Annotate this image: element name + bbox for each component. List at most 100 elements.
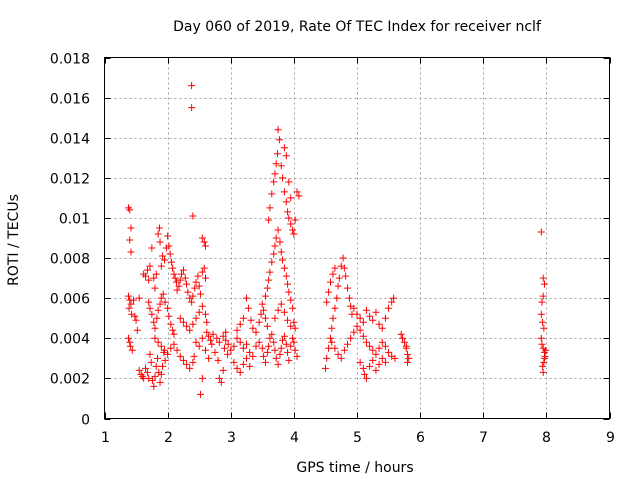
data-point [170,340,178,348]
data-point [156,300,164,308]
data-point [198,302,206,310]
data-point [183,322,191,330]
data-point [202,242,209,250]
data-point [191,284,199,292]
data-point [280,188,288,196]
data-point [290,230,298,238]
data-point [400,338,408,346]
data-point [146,350,154,358]
data-point [181,274,189,282]
data-point [239,360,247,368]
data-point [271,242,279,250]
data-point [539,274,547,282]
data-point [366,342,374,350]
data-point [328,338,336,346]
data-point [540,354,548,362]
data-point [372,350,380,358]
data-point [385,304,393,312]
data-point [230,342,238,350]
data-point [261,314,269,322]
data-point [272,234,280,242]
data-point [375,360,383,368]
data-point [192,278,200,286]
data-point [179,356,187,364]
data-point [164,350,172,358]
data-point [189,358,197,366]
data-point [236,338,244,346]
data-point [402,342,410,350]
data-point [284,280,292,288]
data-point [289,226,297,234]
data-point [156,238,164,246]
data-point [266,268,274,276]
data-point [285,214,293,222]
data-point [287,194,295,202]
data-point [369,356,377,364]
data-point [326,334,334,342]
data-point [171,274,179,282]
data-point [359,332,367,340]
data-point [362,306,370,314]
data-point [284,348,292,356]
data-point [321,364,329,372]
data-point [195,342,203,350]
data-point [233,364,241,372]
data-point [252,328,260,336]
data-point [198,334,206,342]
data-point [325,344,333,352]
data-point [198,234,206,242]
data-point [186,326,194,334]
x-tick-label: 4 [290,430,299,446]
data-point [192,314,200,322]
data-point [295,192,303,200]
data-point [135,366,143,374]
data-point [211,348,219,356]
y-tick-label: 0.006 [50,292,90,308]
data-point [154,306,162,314]
data-point [539,318,547,326]
data-point [184,288,192,296]
data-point [539,362,547,370]
data-point [176,276,184,284]
data-point [342,272,350,280]
data-point [135,294,143,302]
data-point [153,314,161,322]
data-point [239,314,247,322]
data-point [329,314,337,322]
data-point [372,308,380,316]
data-point [145,276,153,284]
data-point [359,318,367,326]
data-point [146,262,154,270]
data-point [280,332,288,340]
x-tick-label: 1 [101,430,110,446]
data-point [150,382,158,390]
data-point [280,264,288,272]
data-point [195,282,203,290]
data-point [165,242,173,250]
data-point [156,378,164,386]
data-point [290,318,298,326]
data-point [205,332,213,340]
data-point [372,366,380,374]
data-point [219,366,227,374]
data-point [263,322,271,330]
data-point [188,298,196,306]
data-point [170,330,178,338]
data-point [378,324,386,332]
data-point [252,342,260,350]
data-point [236,320,244,328]
data-point [350,304,358,312]
data-point [160,256,168,264]
data-point [175,282,183,290]
data-point [202,274,209,282]
data-point [217,378,225,386]
data-point [260,352,268,360]
data-point [260,306,268,314]
data-point [215,338,223,346]
data-point [157,294,165,302]
data-point [287,220,295,228]
data-point [214,356,222,364]
data-point [224,350,232,358]
data-point [323,354,331,362]
data-point [391,354,399,362]
